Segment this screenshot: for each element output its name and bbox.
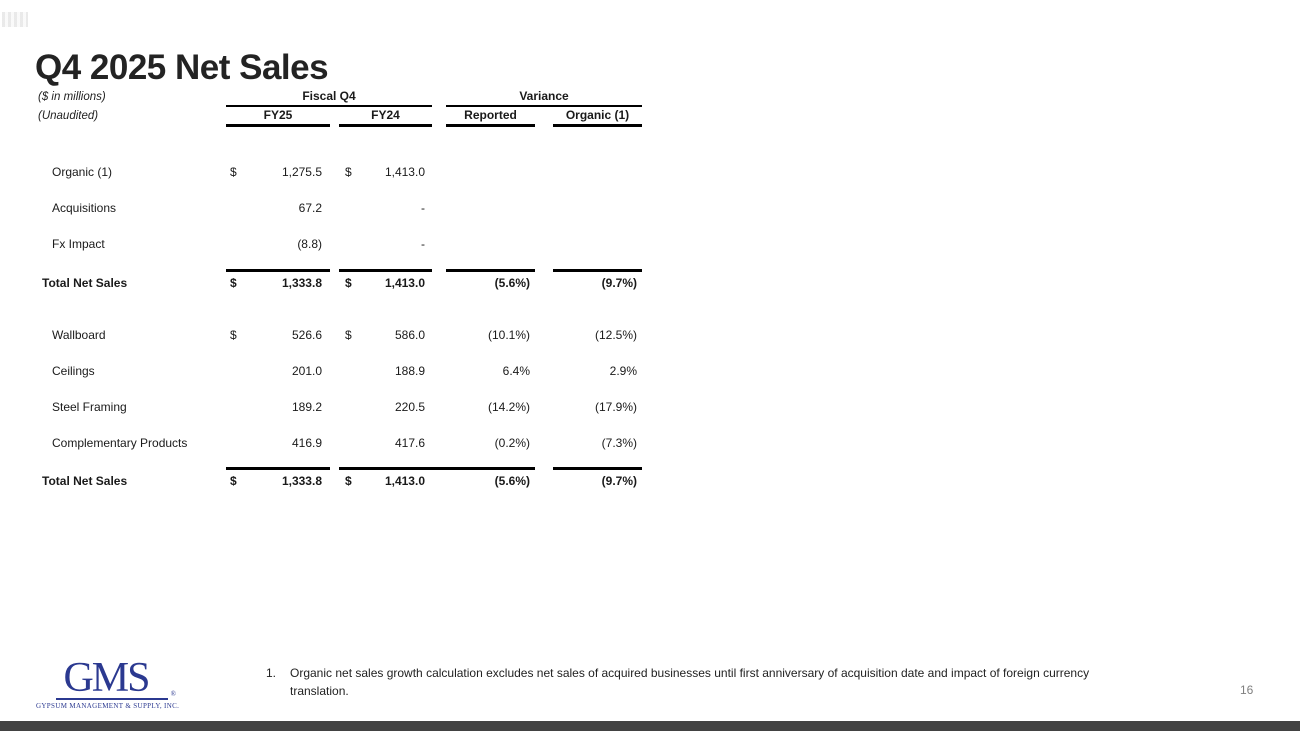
gms-logo-rule: ®: [56, 690, 176, 700]
organic-variance: (17.9%): [594, 400, 637, 414]
row-label: Total Net Sales: [42, 276, 128, 290]
fy25-value: 201.0: [291, 364, 322, 378]
gms-logo-subtext: GYPSUM MANAGEMENT & SUPPLY, INC.: [36, 702, 180, 710]
currency-symbol: $: [345, 276, 352, 290]
row-label: Organic (1): [52, 165, 113, 179]
reported-variance: (0.2%): [494, 436, 530, 450]
fy25-value: 67.2: [298, 201, 322, 215]
currency-symbol: $: [230, 474, 237, 488]
fy25-value: 1,275.5: [281, 165, 322, 179]
fy25-value: 416.9: [291, 436, 322, 450]
units-note: ($ in millions): [38, 91, 106, 103]
page-title: Q4 2025 Net Sales: [35, 48, 329, 87]
row-label: Total Net Sales: [42, 474, 128, 488]
fy24-value: -: [421, 237, 425, 251]
unaudited-note: (Unaudited): [38, 110, 99, 122]
total-net-sales-row: Total Net Sales $1,333.8 $1,413.0 (5.6%)…: [42, 467, 642, 489]
organic-variance: (12.5%): [594, 328, 637, 342]
total-net-sales-row: Total Net Sales $1,333.8 $1,413.0 (5.6%)…: [42, 269, 642, 291]
fy24-value: 1,413.0: [384, 276, 425, 290]
column-header-fy25: FY25: [226, 107, 330, 127]
organic-variance: (9.7%): [553, 467, 642, 489]
column-header-fy24: FY24: [339, 107, 432, 127]
reported-variance: [446, 236, 535, 252]
fy24-value: 220.5: [394, 400, 425, 414]
fy24-value: 188.9: [394, 364, 425, 378]
table-row: Organic (1) $1,275.5 $1,413.0: [42, 164, 642, 180]
reported-variance: [446, 164, 535, 180]
gms-logo: GMS ® GYPSUM MANAGEMENT & SUPPLY, INC.: [36, 655, 180, 710]
reported-variance: 6.4%: [502, 364, 530, 378]
total-rule-span: [339, 467, 535, 470]
fy25-value: 189.2: [291, 400, 322, 414]
fy25-value: 526.6: [291, 328, 322, 342]
group-header-variance: Variance: [446, 88, 642, 107]
organic-variance: [553, 236, 642, 252]
row-label: Fx Impact: [52, 237, 105, 251]
fy24-value: 417.6: [394, 436, 425, 450]
table-row: Fx Impact (8.8) -: [42, 236, 642, 252]
table-row: Ceilings 201.0 188.9 6.4% 2.9%: [42, 363, 642, 379]
table-row: Acquisitions 67.2 -: [42, 200, 642, 216]
row-label: Wallboard: [52, 328, 106, 342]
reported-variance: (5.6%): [494, 474, 530, 488]
table-row: Complementary Products 416.9 417.6 (0.2%…: [42, 435, 642, 451]
fy24-value: 1,413.0: [384, 165, 425, 179]
row-label: Complementary Products: [52, 436, 188, 450]
corner-artifact: [2, 12, 28, 27]
reported-variance: (10.1%): [487, 328, 530, 342]
organic-variance: [553, 200, 642, 216]
fy25-value: 1,333.8: [281, 276, 322, 290]
gms-logo-text: GMS: [63, 655, 150, 701]
currency-symbol: $: [345, 474, 352, 488]
column-header-organic: Organic (1): [553, 107, 642, 127]
organic-variance: (9.7%): [553, 269, 642, 291]
column-header-reported: Reported: [446, 107, 535, 127]
fy24-value: -: [421, 201, 425, 215]
reported-variance: [446, 200, 535, 216]
fy24-value: 1,413.0: [384, 474, 425, 488]
table-group-header-row: Fiscal Q4 Variance: [42, 88, 642, 107]
currency-symbol: $: [230, 328, 237, 342]
row-label: Steel Framing: [52, 400, 127, 414]
currency-symbol: $: [230, 276, 237, 290]
organic-variance: [553, 164, 642, 180]
currency-symbol: $: [230, 165, 237, 179]
bottom-bar: [0, 721, 1300, 731]
row-label: Acquisitions: [52, 201, 117, 215]
fy25-value: (8.8): [297, 237, 322, 251]
organic-variance: (7.3%): [601, 436, 637, 450]
row-label: Ceilings: [52, 364, 95, 378]
footnote: 1. Organic net sales growth calculation …: [266, 665, 1142, 700]
group-header-fiscal-q4: Fiscal Q4: [226, 88, 432, 107]
fy25-value: 1,333.8: [281, 474, 322, 488]
footnote-number: 1.: [266, 666, 277, 680]
reported-variance: (5.6%): [446, 269, 535, 291]
footnote-text: Organic net sales growth calculation exc…: [290, 666, 1090, 698]
currency-symbol: $: [345, 328, 352, 342]
table-row: Steel Framing 189.2 220.5 (14.2%) (17.9%…: [42, 399, 642, 415]
registered-trademark-icon: ®: [170, 690, 176, 698]
fy24-value: 586.0: [394, 328, 425, 342]
reported-variance: (14.2%): [487, 400, 530, 414]
table-row: Wallboard $526.6 $586.0 (10.1%) (12.5%): [42, 327, 642, 343]
currency-symbol: $: [345, 165, 352, 179]
page-number: 16: [1240, 683, 1254, 697]
organic-variance: 2.9%: [609, 364, 637, 378]
table-column-header-row: FY25 FY24 Reported Organic (1): [42, 107, 642, 127]
